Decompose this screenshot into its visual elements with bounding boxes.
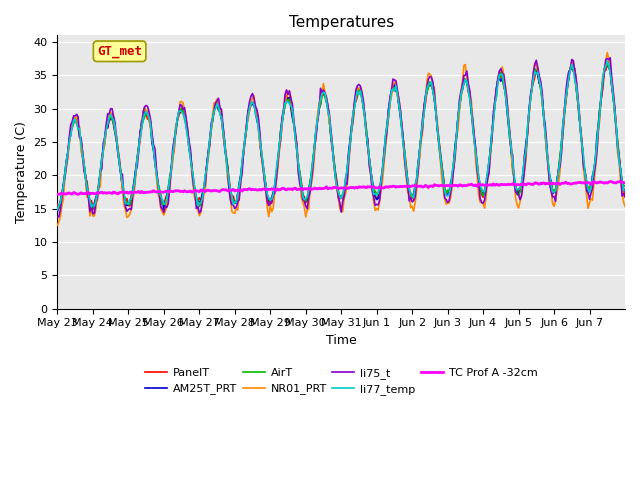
X-axis label: Time: Time [326,334,356,347]
Y-axis label: Temperature (C): Temperature (C) [15,121,28,223]
Text: GT_met: GT_met [97,45,142,58]
Legend: PanelT, AM25T_PRT, AirT, NR01_PRT, li75_t, li77_temp, TC Prof A -32cm: PanelT, AM25T_PRT, AirT, NR01_PRT, li75_… [141,363,542,400]
Title: Temperatures: Temperatures [289,15,394,30]
